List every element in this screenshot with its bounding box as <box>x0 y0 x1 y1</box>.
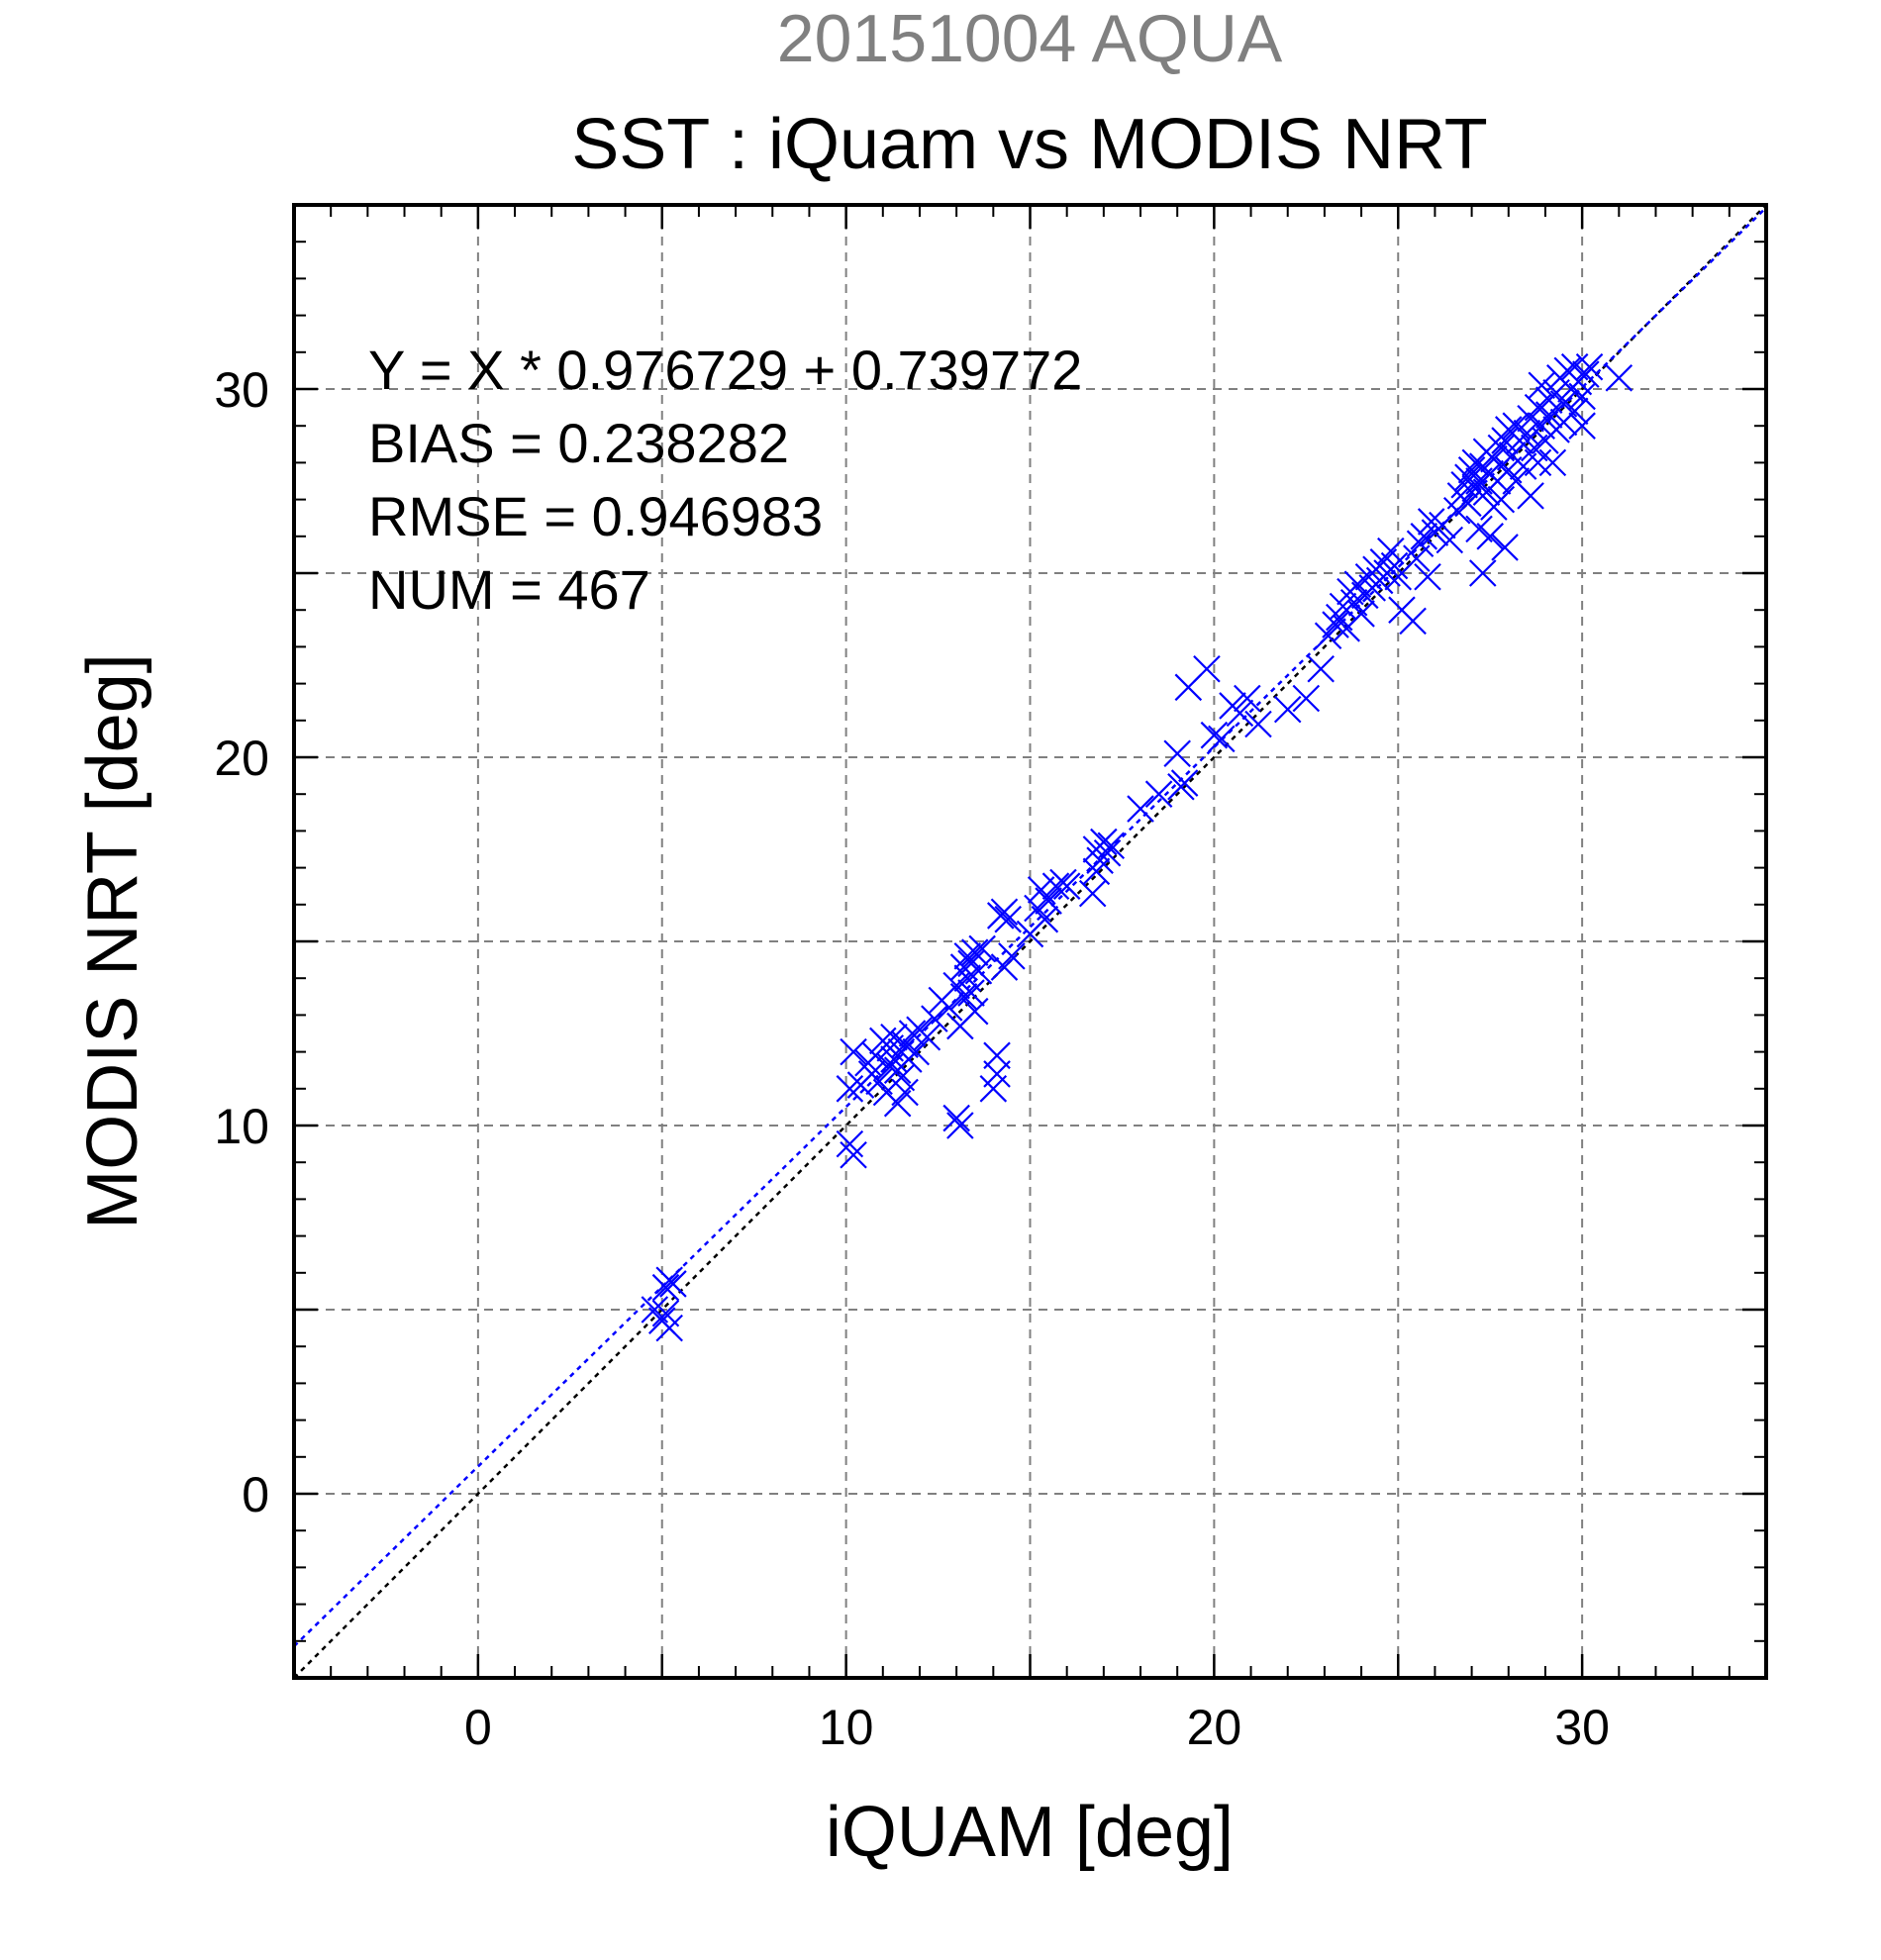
data-point <box>1193 654 1221 683</box>
data-point <box>1244 710 1272 738</box>
data-point <box>1163 739 1191 768</box>
data-point <box>960 997 989 1026</box>
y-axis-label: MODIS NRT [deg] <box>73 653 152 1229</box>
data-point <box>1127 795 1154 823</box>
data-point <box>1454 489 1482 518</box>
data-point <box>960 938 989 966</box>
data-point <box>1436 526 1464 554</box>
data-point <box>840 1140 867 1169</box>
x-tick-label: 0 <box>464 1700 492 1755</box>
data-point <box>935 994 963 1022</box>
data-point <box>913 1023 941 1051</box>
major-ticks <box>294 205 1766 1678</box>
data-point <box>994 905 1022 933</box>
data-point <box>836 1075 864 1103</box>
data-point <box>1491 427 1519 454</box>
data-point <box>891 1078 919 1107</box>
data-point <box>1226 699 1254 728</box>
data-point <box>957 979 985 1007</box>
data-point <box>1035 887 1062 915</box>
data-point <box>1273 695 1302 724</box>
data-point <box>1347 600 1375 628</box>
data-point <box>1078 879 1107 908</box>
data-point <box>840 1037 867 1066</box>
y-tick-labels: 0 10 20 30 <box>214 362 269 1522</box>
y-tick-label: 30 <box>214 362 269 418</box>
data-point <box>1568 382 1596 411</box>
num-text: NUM = 467 <box>368 558 650 621</box>
data-point <box>1093 838 1122 867</box>
grid-lines <box>294 205 1766 1678</box>
x-tick-label: 10 <box>819 1700 874 1755</box>
x-tick-label: 20 <box>1187 1700 1242 1755</box>
data-point <box>1487 485 1516 514</box>
data-point <box>1414 562 1441 591</box>
x-tick-labels: 0 10 20 30 <box>464 1700 1610 1755</box>
data-point <box>921 1005 948 1032</box>
data-point <box>953 942 982 970</box>
stats-annotation: Y = X * 0.976729 + 0.739772 BIAS = 0.238… <box>368 339 1082 621</box>
data-point <box>949 983 978 1011</box>
data-point <box>1468 559 1497 587</box>
data-point <box>1097 832 1126 860</box>
data-point <box>1329 592 1357 621</box>
data-point <box>1410 523 1438 550</box>
y-tick-label: 10 <box>214 1099 269 1154</box>
data-point <box>1031 905 1059 933</box>
data-point <box>1568 412 1596 440</box>
data-point <box>1406 530 1435 558</box>
data-point <box>990 898 1019 927</box>
data-point <box>1399 607 1427 636</box>
data-point <box>968 934 996 963</box>
fit-equation: Y = X * 0.976729 + 0.739772 <box>368 339 1082 401</box>
data-point <box>651 1299 680 1327</box>
data-point <box>1491 534 1519 561</box>
data-point <box>1041 872 1070 900</box>
data-point <box>1292 684 1321 713</box>
data-point <box>990 953 1019 981</box>
data-point <box>1517 482 1544 510</box>
rmse-text: RMSE = 0.946983 <box>368 485 823 547</box>
data-point <box>1090 828 1118 856</box>
data-point <box>1307 654 1335 683</box>
data-point <box>1538 448 1567 477</box>
data-point <box>942 1104 970 1132</box>
x-axis-label: iQUAM [deg] <box>826 1793 1234 1872</box>
data-point <box>1572 360 1600 388</box>
bias-text: BIAS = 0.238282 <box>368 412 789 474</box>
data-point <box>1605 364 1634 392</box>
data-point <box>1200 721 1229 749</box>
identity-line <box>294 205 1766 1678</box>
data-point <box>1082 857 1111 886</box>
plot-frame <box>292 203 1768 1680</box>
data-point <box>1534 401 1563 429</box>
data-point <box>1322 611 1349 638</box>
y-tick-label: 20 <box>214 731 269 786</box>
data-point <box>1052 872 1081 900</box>
data-point <box>1144 780 1173 808</box>
x-tick-label: 30 <box>1554 1700 1610 1755</box>
data-point <box>1208 725 1236 753</box>
data-point <box>902 1037 931 1066</box>
data-point <box>1234 684 1261 713</box>
data-point <box>1476 523 1504 550</box>
chart-title: SST : iQuam vs MODIS NRT <box>571 105 1488 184</box>
data-point <box>1524 448 1552 477</box>
data-point <box>964 956 993 985</box>
date-title: 20151004 AQUA <box>777 1 1283 76</box>
data-point <box>1560 397 1589 426</box>
data-point <box>1170 769 1199 797</box>
data-point <box>659 1270 687 1298</box>
data-point <box>946 1112 974 1139</box>
data-point <box>1575 352 1604 381</box>
data-points <box>641 352 1634 1342</box>
data-point <box>651 1273 680 1302</box>
y-tick-label: 0 <box>242 1467 269 1522</box>
data-point <box>1380 551 1409 580</box>
data-point <box>1528 371 1556 400</box>
data-point <box>836 1129 864 1158</box>
data-point <box>983 1060 1011 1088</box>
